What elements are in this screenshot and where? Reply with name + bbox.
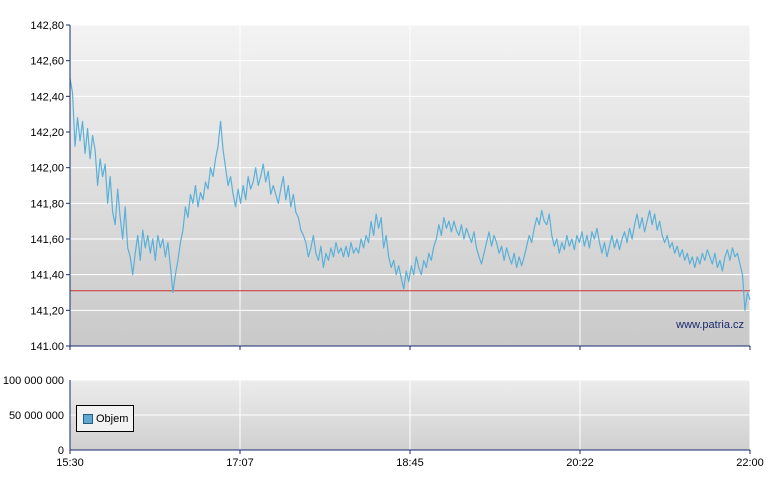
volume-y-tick-labels: 0 50 000 000 100 000 000 (3, 375, 64, 457)
x-tick-label: 20:22 (566, 457, 594, 469)
watermark[interactable]: www.patria.cz (675, 319, 744, 331)
x-tick-label: 22:00 (736, 457, 764, 469)
price-y-tick-label: 141,40 (30, 270, 64, 282)
price-series (69, 78, 751, 311)
x-tick-label: 18:45 (396, 457, 424, 469)
price-y-tick-label: 142,40 (30, 91, 64, 103)
volume-y-tick-label: 0 (58, 445, 64, 457)
price-y-tick-label: 141,80 (30, 198, 64, 210)
price-y-tick-label: 142,80 (30, 20, 64, 32)
price-series-line (69, 78, 751, 311)
x-tick-labels: 15:30 17:07 18:45 20:22 22:00 (56, 457, 764, 469)
x-tick-label: 15:30 (56, 457, 84, 469)
legend-swatch (83, 413, 93, 424)
price-y-tick-label: 141,20 (30, 305, 64, 317)
volume-y-tick-label: 100 000 000 (3, 375, 64, 387)
price-y-tick-labels: 141.00 141,20 141,40 141,60 141,80 142,00 142,… (30, 20, 64, 353)
price-y-tick-label: 142,00 (30, 163, 64, 175)
price-y-tick-label: 141,60 (30, 234, 64, 246)
volume-y-tick-label: 50 000 000 (9, 410, 64, 422)
price-y-tick-label: 142,60 (30, 56, 64, 68)
x-tick-label: 17:07 (226, 457, 254, 469)
axes (66, 24, 751, 454)
volume-legend: Objem (76, 405, 134, 432)
price-y-tick-label: 141.00 (30, 341, 64, 353)
price-y-tick-label: 142,20 (30, 127, 64, 139)
legend-label: Objem (96, 412, 129, 425)
